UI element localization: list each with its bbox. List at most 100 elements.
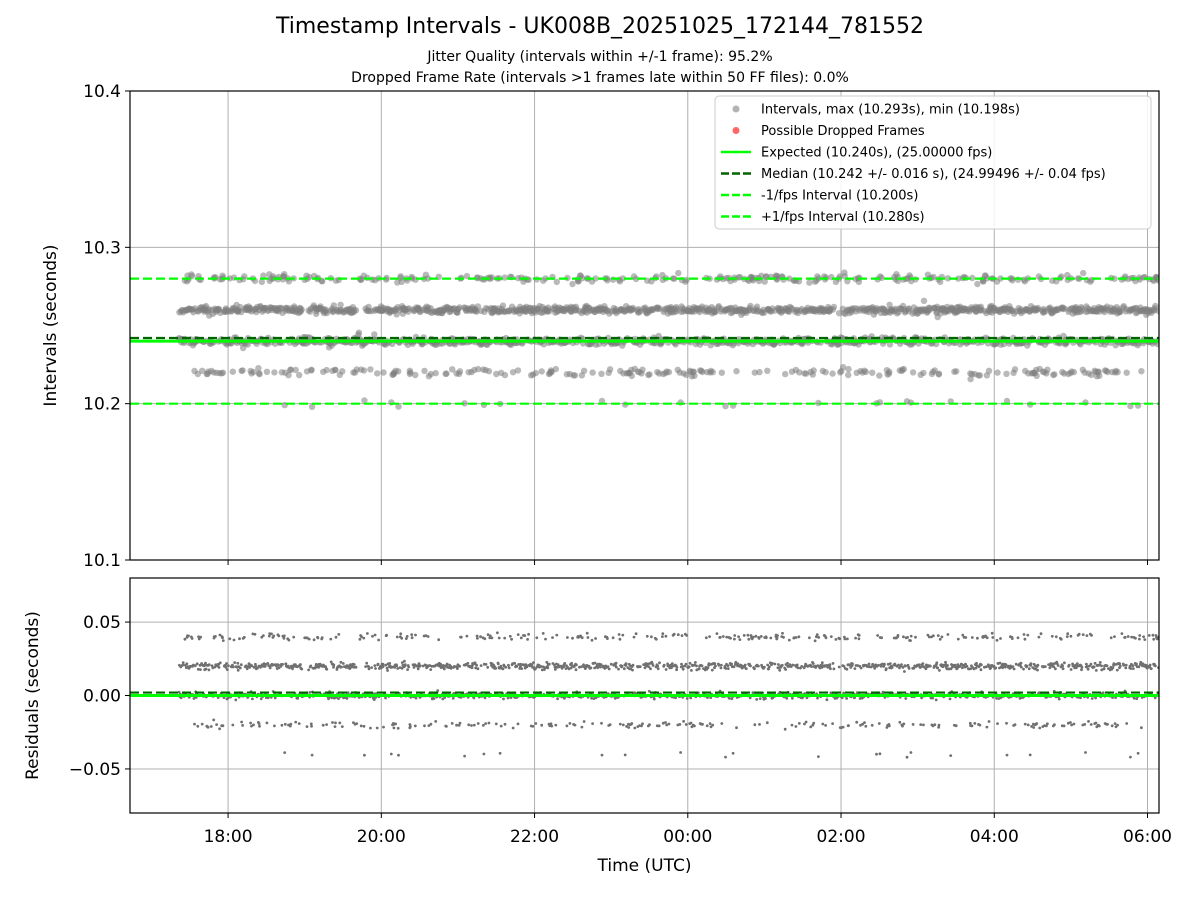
residual-point [1132,696,1136,700]
residual-point [1135,697,1139,701]
residual-point [587,664,591,668]
residual-point [1025,664,1029,668]
residual-point [1142,635,1145,639]
residual-point [369,726,372,730]
residual-point [938,669,941,672]
interval-point [691,372,698,379]
residual-point [758,723,761,726]
residual-point [1023,722,1027,726]
residual-point [697,667,701,671]
interval-point [501,274,508,281]
residual-point [1032,726,1036,729]
interval-point [540,341,547,348]
residual-point [472,696,476,700]
interval-point [876,372,883,379]
residual-point [372,698,376,701]
interval-point [493,370,500,378]
residual-point [236,661,240,665]
residual-point [718,635,722,639]
residual-point [890,666,894,669]
residual-point [733,634,737,637]
residual-point [641,722,644,726]
residual-point [299,663,302,666]
residual-point [853,667,857,670]
residual-point [519,636,523,640]
residual-point [1038,726,1042,730]
residual-point [946,633,950,636]
residual-point [238,666,242,670]
residual-point [416,667,420,671]
residual-point [226,696,230,700]
residual-point [731,751,735,755]
residual-point [937,723,941,727]
residual-point [710,668,714,672]
interval-point [239,367,246,374]
interval-point [395,403,402,410]
residual-point [540,723,544,727]
interval-point [488,274,496,281]
interval-point [287,366,294,373]
residual-point [749,664,752,668]
residual-point [620,664,624,668]
residual-point [228,637,232,641]
residual-point [254,664,258,668]
residual-point [267,664,271,668]
interval-point [553,278,560,286]
residual-point [704,636,708,640]
residual-point [350,665,354,669]
residual-point [1110,724,1114,728]
residual-point [310,724,313,728]
residual-point [406,668,409,671]
residual-point [212,718,216,722]
residual-point [204,661,207,665]
residual-point [397,753,400,757]
residual-point [661,635,664,638]
residual-point [337,633,341,636]
residual-point [1062,724,1066,728]
interval-point [194,370,201,378]
residual-point [292,635,296,639]
residual-point [614,661,618,665]
residual-point [511,726,515,730]
residual-point [903,670,906,673]
residual-point [736,662,740,666]
residual-point [675,668,678,672]
residual-point [883,662,886,666]
residual-point [582,720,586,723]
residual-point [813,639,817,643]
residual-point [1090,634,1093,637]
y-tick-label: 10.1 [83,551,121,571]
residual-point [507,666,511,670]
residual-point [738,638,742,641]
residual-point [550,724,554,728]
residual-point [1097,724,1101,728]
residual-point [715,632,719,635]
residual-point [1109,636,1113,640]
residual-point [717,663,721,667]
residual-point [589,666,593,670]
interval-point [538,368,545,375]
interval-point [260,272,267,279]
residual-point [652,697,656,701]
residual-point [1005,753,1009,757]
residual-point [221,636,224,640]
residual-point [1080,668,1083,672]
residual-point [362,636,366,640]
residual-point [321,723,325,727]
residual-point [961,666,964,670]
residual-point [906,636,909,639]
residual-point [481,724,485,727]
jitter-quality-subtitle: Jitter Quality (intervals within +/-1 fr… [427,49,773,65]
residual-point [503,722,507,726]
residual-point [272,634,276,638]
residual-point [504,665,508,669]
residual-point [527,632,530,636]
residual-point [911,723,915,726]
residual-point [210,664,214,668]
residual-point [754,634,758,638]
residual-point [580,725,584,729]
residual-point [727,696,731,700]
interval-point [944,275,952,282]
residual-point [553,668,557,671]
residual-point [457,723,461,727]
